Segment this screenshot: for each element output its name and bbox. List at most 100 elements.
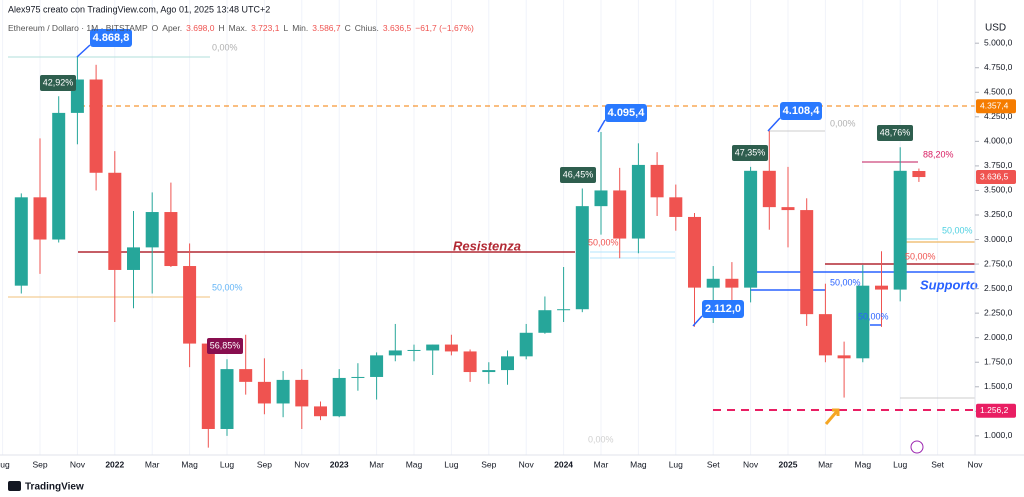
icon [910,440,924,454]
candle-body [52,112,66,240]
candle-body [257,381,271,404]
y-axis: 1.000,01.250,01.500,01.750,02.000,02.250… [975,37,1016,440]
y-tick-label: 1.000,0 [984,430,1013,440]
candle-body [388,350,402,356]
candle-body [818,314,832,356]
logo [8,481,21,491]
x-tick-label: Nov [967,459,983,469]
ohlc-item: Aper. [162,23,182,33]
fib-label: 50,00% [212,282,243,292]
ohlc-item: 3.636,5 [383,23,412,33]
candle-body [370,355,384,377]
candle-body [183,266,197,344]
candle-body [650,164,664,198]
candle-body [164,212,178,267]
x-tick-label: Set [707,459,720,469]
x-tick-label: Mag [181,459,198,469]
candle-body [108,172,122,270]
y-tick-label: 4.000,0 [984,136,1013,146]
y-tick-label: 1.500,0 [984,381,1013,391]
x-tick-label: Lug [0,459,10,469]
candle-body [239,369,253,382]
x-tick-label: Mar [145,459,160,469]
x-tick-label: Sep [32,459,47,469]
x-tick-label: Nov [519,459,535,469]
x-tick-label: Set [931,459,944,469]
ohlc-item: 3.586,7 [312,23,341,33]
y-tick-label: 2.750,0 [984,258,1013,268]
y-tick-label: 2.500,0 [984,283,1013,293]
fib-label: 0,00% [588,434,614,444]
ohlc-item: −61,7 (−1,67%) [415,23,474,33]
candle-body [127,247,140,270]
candle-body [201,343,215,429]
ohlc-item: Chius. [355,23,379,33]
ohlc-item: 3.723,1 [251,23,280,33]
candle-body [912,171,926,178]
candles [14,56,926,448]
x-axis: Lug Sep Nov 2022 Mar Mag Lug Sep Nov 2023 Mar Mag Lu… [0,459,983,469]
ohlc-item: Max. [229,23,247,33]
callout-pointer [76,44,91,58]
ohlc-item: H [219,23,225,33]
price-tag [976,99,1016,114]
candle-body [557,309,571,311]
candle-body [426,344,440,351]
percent-label: 46,45% [563,169,594,179]
x-tick-label: Nov [743,459,759,469]
y-tick-label: 3.750,0 [984,160,1013,170]
fib-label: 88,20% [923,149,954,159]
candle-body [800,210,814,315]
y-tick-label: 2.250,0 [984,307,1013,317]
price-tag [976,403,1016,418]
arrow [824,408,840,425]
candle-body [856,285,870,359]
candle-body [519,332,533,357]
price-tag-label: 4.357,4 [980,101,1009,111]
y-tick-label: 1.750,0 [984,356,1013,366]
candle-body [89,79,103,173]
price-tag-label: 1.256,2 [980,405,1009,415]
candle-body [837,355,851,359]
ohlc-item: 3.698,0 [186,23,215,33]
candle-body [538,310,552,333]
percent-tag [40,75,76,91]
y-tick-label: 2.000,0 [984,332,1013,342]
y-tick-label: 3.000,0 [984,234,1013,244]
fib-label: 0,00% [830,118,856,128]
ohlc-item: O [152,23,159,33]
callout-box [702,300,744,318]
callout-label: 4.095,4 [608,107,646,119]
callout-pointer [692,315,703,327]
candle-body [444,344,458,352]
ohlc-item: C [345,23,351,33]
candle-body [14,197,28,286]
candle-body [669,197,683,217]
callout-label: 4.868,8 [93,32,130,44]
percent-tag [207,338,243,354]
candle-body [33,197,47,240]
price-tag [976,170,1016,185]
drawings [8,56,975,425]
candle-body [706,278,720,288]
x-tick-label: Lug [444,459,458,469]
callout-label: 2.112,0 [705,303,741,315]
callout-pointer [597,119,606,133]
x-tick-label: Mar [818,459,833,469]
y-tick-label: 3.250,0 [984,209,1013,219]
callout-box [605,104,647,122]
y-tick-label: 4.500,0 [984,87,1013,97]
x-tick-label: Nov [294,459,310,469]
y-tick-label: 4.750,0 [984,62,1013,72]
candle-body [875,285,888,290]
x-tick-label: Mag [630,459,647,469]
candle-body [762,170,776,208]
x-tick-label: Nov [70,459,86,469]
x-tick-label: Mar [594,459,609,469]
candle-body [725,278,739,288]
legend-header: Ethereum / Dollaro · 1M · BITSTAMP O Aper.… [8,23,474,33]
candle-body [893,170,907,290]
symbol: Ethereum / Dollaro · 1M · BITSTAMP [8,23,148,33]
percent-label: 56,85% [210,340,241,350]
percent-label: 48,76% [880,127,911,137]
